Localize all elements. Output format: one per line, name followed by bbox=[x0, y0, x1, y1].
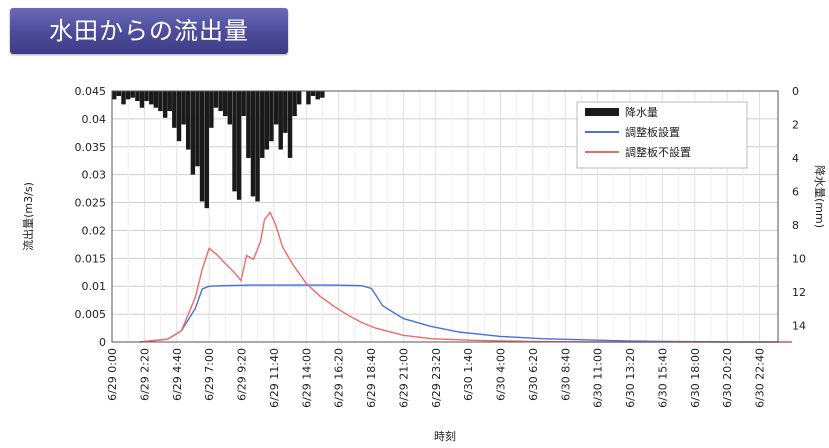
y-right-tick-label: 10 bbox=[792, 252, 806, 265]
rainfall-bar bbox=[205, 91, 209, 208]
x-tick-label: 6/30 22:40 bbox=[754, 348, 767, 408]
y-left-tick-label: 0.005 bbox=[75, 308, 107, 321]
y-left-tick-label: 0.04 bbox=[82, 113, 107, 126]
y-left-tick-label: 0.02 bbox=[82, 224, 107, 237]
y-left-tick-label: 0.015 bbox=[75, 252, 107, 265]
rainfall-bar bbox=[274, 91, 278, 124]
rainfall-bar bbox=[316, 91, 320, 99]
legend-label: 降水量 bbox=[625, 105, 658, 119]
rainfall-bar bbox=[144, 91, 148, 101]
rainfall-bar bbox=[292, 91, 296, 116]
x-tick-label: 6/29 9:20 bbox=[236, 348, 249, 401]
rainfall-bar bbox=[149, 91, 153, 104]
rainfall-bar bbox=[265, 91, 269, 150]
rainfall-bar bbox=[130, 91, 134, 98]
x-axis-title: 時刻 bbox=[434, 429, 456, 443]
rainfall-bar bbox=[223, 91, 227, 116]
x-tick-label: 6/30 18:00 bbox=[689, 348, 702, 408]
x-tick-label: 6/29 18:40 bbox=[365, 348, 378, 408]
y-left-tick-label: 0.01 bbox=[82, 280, 107, 293]
rainfall-bar bbox=[218, 91, 222, 111]
rainfall-bar bbox=[126, 91, 130, 99]
rainfall-bar bbox=[306, 91, 310, 104]
rainfall-bar bbox=[279, 91, 283, 150]
series-line bbox=[140, 285, 792, 342]
rainfall-bar bbox=[214, 91, 218, 108]
rainfall-bar bbox=[200, 91, 204, 201]
rainfall-bar bbox=[121, 91, 125, 104]
rainfall-bar bbox=[158, 91, 162, 111]
x-tick-label: 6/29 2:20 bbox=[138, 348, 151, 401]
y-left-tick-label: 0 bbox=[99, 336, 106, 349]
rainfall-bar bbox=[320, 91, 324, 98]
rainfall-bar bbox=[177, 91, 181, 141]
y-right-tick-label: 6 bbox=[792, 185, 799, 198]
flow-lines bbox=[140, 213, 792, 342]
x-tick-label: 6/30 20:20 bbox=[721, 348, 734, 408]
y-right-tick-label: 8 bbox=[792, 219, 799, 232]
rainfall-bar bbox=[181, 91, 185, 124]
y-left-tick-label: 0.035 bbox=[75, 141, 107, 154]
x-tick-label: 6/29 0:00 bbox=[106, 348, 119, 401]
y-axis-left-title: 流出量(m3/s) bbox=[21, 182, 35, 251]
rainfall-bar bbox=[195, 91, 199, 166]
rainfall-bar bbox=[297, 91, 301, 104]
rainfall-bar bbox=[260, 91, 264, 158]
rainfall-bar bbox=[117, 91, 121, 96]
y-left-tick-label: 0.03 bbox=[82, 169, 107, 182]
rainfall-bar bbox=[283, 91, 287, 133]
x-tick-label: 6/29 16:20 bbox=[333, 348, 346, 408]
x-tick-label: 6/30 11:00 bbox=[592, 348, 605, 408]
rainfall-bar bbox=[172, 91, 176, 128]
rainfall-bar bbox=[209, 91, 213, 128]
rainfall-bar bbox=[311, 91, 315, 96]
x-tick-label: 6/30 8:40 bbox=[559, 348, 572, 401]
x-tick-label: 6/30 15:40 bbox=[656, 348, 669, 408]
legend-swatch-bar bbox=[585, 108, 619, 116]
x-tick-label: 6/30 13:20 bbox=[624, 348, 637, 408]
y-right-tick-label: 2 bbox=[792, 118, 799, 131]
rainfall-bar bbox=[251, 91, 255, 196]
rainfall-bar bbox=[191, 91, 195, 175]
x-tick-label: 6/30 4:00 bbox=[495, 348, 508, 401]
rainfall-bar bbox=[154, 91, 158, 108]
x-tick-label: 6/29 23:20 bbox=[430, 348, 443, 408]
rainfall-bar bbox=[135, 91, 139, 101]
y-left-tick-label: 0.025 bbox=[75, 197, 107, 210]
rainfall-bar bbox=[168, 91, 172, 111]
rainfall-bar bbox=[112, 91, 116, 99]
x-tick-label: 6/29 11:40 bbox=[268, 348, 281, 408]
x-tick-label: 6/30 6:20 bbox=[527, 348, 540, 401]
rainfall-bar bbox=[241, 91, 245, 116]
series-line bbox=[140, 213, 792, 342]
y-right-tick-label: 14 bbox=[792, 319, 806, 332]
x-tick-label: 6/29 14:00 bbox=[300, 348, 313, 408]
rainfall-bar bbox=[186, 91, 190, 150]
y-right-tick-label: 4 bbox=[792, 152, 799, 165]
rainfall-bar bbox=[163, 91, 167, 118]
y-right-tick-label: 0 bbox=[792, 85, 799, 98]
y-left-tick-label: 0.045 bbox=[75, 85, 107, 98]
x-tick-label: 6/29 4:40 bbox=[171, 348, 184, 401]
rainfall-bar bbox=[232, 91, 236, 191]
rainfall-bar bbox=[269, 91, 273, 141]
x-tick-label: 6/29 21:00 bbox=[397, 348, 410, 408]
rainfall-bar bbox=[237, 91, 241, 200]
rainfall-bar bbox=[246, 91, 250, 158]
legend-label: 調整板不設置 bbox=[625, 145, 691, 159]
rainfall-bar bbox=[288, 91, 292, 158]
y-right-tick-label: 12 bbox=[792, 286, 806, 299]
x-tick-label: 6/29 7:00 bbox=[203, 348, 216, 401]
rainfall-bar bbox=[140, 91, 144, 108]
rainfall-bar bbox=[228, 91, 232, 124]
x-tick-label: 6/30 1:40 bbox=[462, 348, 475, 401]
y-axis-right-title: 降水量(mm) bbox=[813, 165, 827, 228]
legend-label: 調整板設置 bbox=[625, 125, 680, 139]
rainfall-bar bbox=[255, 91, 259, 201]
